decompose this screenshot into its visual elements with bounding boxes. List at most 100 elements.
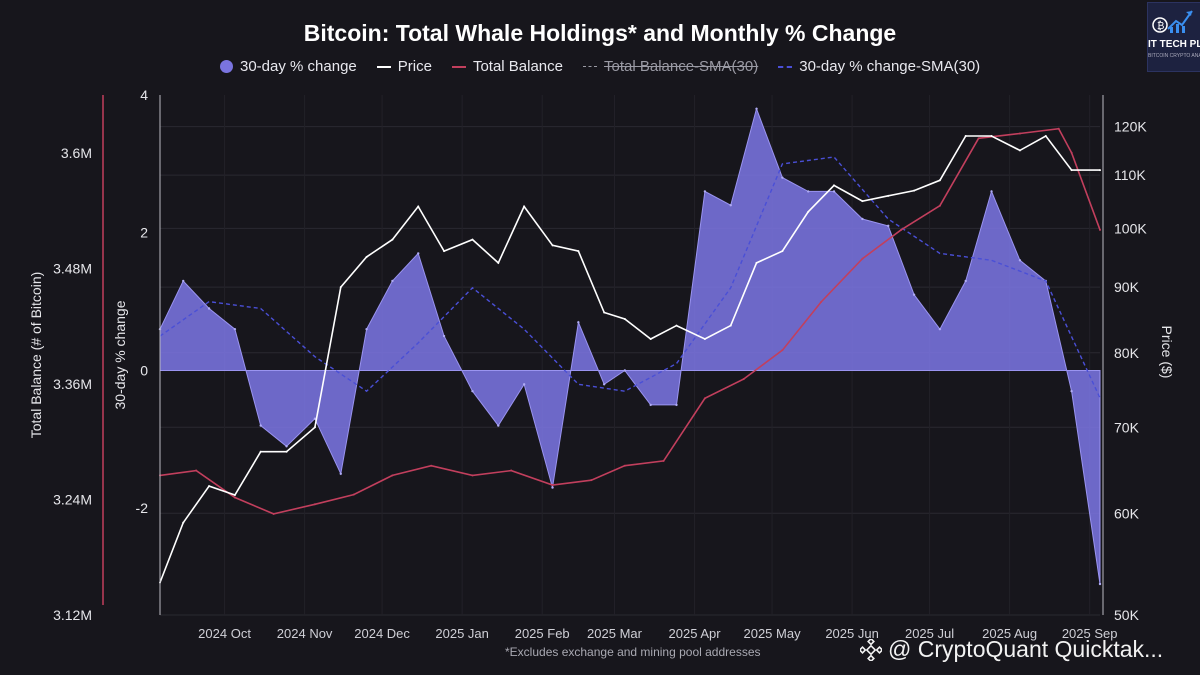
pct-tick-label: 2 (140, 225, 148, 241)
pct-change-point (391, 279, 394, 283)
legend-item-total-balance-sma[interactable]: Total Balance-SMA(30) (583, 58, 758, 75)
pct-change-point (912, 293, 916, 296)
binance-logo-icon (860, 638, 882, 661)
price-point (887, 194, 890, 197)
price-point (755, 261, 758, 264)
pct-change-point (729, 203, 732, 207)
price-axis-title: Price ($) (1159, 326, 1175, 379)
legend-item-price[interactable]: Price (376, 58, 432, 75)
bitcoin-chart-icon: ₿ (1152, 10, 1193, 33)
price-tick-label: 50K (1114, 607, 1140, 623)
legend-label: Total Balance-SMA(30) (604, 58, 759, 75)
price-point (233, 494, 236, 497)
price-point (523, 205, 526, 208)
price-point (182, 521, 185, 524)
price-tick-label: 120K (1114, 119, 1147, 135)
legend-item-total-balance[interactable]: Total Balance (451, 58, 563, 75)
legend-dashed-icon (778, 65, 793, 68)
legend-label: 30-day % change-SMA(30) (799, 58, 981, 75)
price-point (649, 338, 652, 341)
pct-change-point (207, 307, 211, 310)
price-tick-label: 100K (1114, 220, 1147, 236)
legend-item-pct-change-sma[interactable]: 30-day % change-SMA(30) (778, 58, 980, 75)
total-balance-point (623, 464, 626, 467)
source-credit[interactable]: @ CryptoQuant Quicktak... (860, 636, 1163, 663)
pct-tick-label: 4 (140, 87, 148, 103)
total-balance-point (510, 469, 513, 472)
price-tick-label: 70K (1114, 419, 1140, 435)
pct-tick-label: 0 (140, 362, 148, 378)
price-point (208, 485, 211, 488)
pct-change-point (182, 279, 185, 283)
svg-text:₿: ₿ (1157, 20, 1164, 32)
price-tick-label: 110K (1114, 167, 1146, 183)
price-point (913, 189, 916, 192)
total-balance-point (1018, 132, 1021, 135)
total-balance-point (233, 496, 236, 499)
pct-change-point (551, 486, 554, 489)
total-balance-point (430, 464, 433, 467)
pct-change-point (471, 389, 474, 393)
price-point (861, 200, 864, 203)
pct-change-point (365, 327, 368, 331)
pct-change-point (259, 424, 262, 427)
legend-dot-icon (220, 60, 233, 73)
price-point (365, 255, 368, 258)
x-tick-label: 2025 Jul (905, 626, 954, 641)
line-layer (159, 127, 1101, 584)
price-point (391, 238, 394, 241)
price-point (623, 317, 626, 320)
logo-subtext: BITCOIN CRYPTO ANALYSIS (1148, 53, 1200, 59)
pct-change-point (339, 472, 342, 476)
total-balance-point (551, 484, 554, 486)
footnote: *Excludes exchange and mining pool addre… (505, 645, 761, 659)
pct-axis-title: 30-day % change (112, 300, 128, 409)
price-point (313, 426, 316, 429)
chart-title: Bitcoin: Total Whale Holdings* and Month… (303, 20, 897, 46)
total-balance-point (900, 228, 903, 231)
price-point (807, 210, 810, 213)
legend-item-pct-change[interactable]: 30-day % change (220, 58, 357, 75)
x-tick-label: 2025 Apr (669, 626, 722, 641)
pct-change-point (703, 190, 707, 193)
pct-change-point (832, 190, 836, 193)
balance-tick-label: 3.36M (53, 376, 92, 392)
pct-change-point (313, 417, 317, 420)
x-tick-label: 2025 Aug (982, 626, 1037, 641)
x-tick-label: 2024 Nov (277, 626, 333, 641)
total-balance-point (820, 301, 823, 304)
pct-change-point (602, 383, 606, 386)
price-point (675, 324, 678, 327)
balance-tick-label: 3.6M (61, 145, 92, 161)
pct-change-point (522, 383, 526, 386)
x-tick-label: 2024 Dec (354, 626, 410, 641)
price-point (285, 450, 288, 453)
pct-change-point (1070, 389, 1073, 393)
total-balance-point (391, 474, 394, 477)
price-point (1018, 149, 1021, 152)
x-tick-label: 2025 Sep (1062, 626, 1118, 641)
price-point (1099, 169, 1101, 172)
balance-tick-label: 3.12M (53, 607, 92, 623)
price-point (443, 250, 446, 253)
total-balance-point (703, 397, 706, 400)
legend-label: Total Balance (472, 58, 563, 75)
price-point (471, 238, 474, 241)
total-balance-point (861, 257, 864, 260)
total-balance-point (662, 459, 665, 462)
price-point (703, 338, 706, 341)
price-point (577, 250, 580, 253)
pct-change-point (861, 217, 864, 221)
price-point (259, 450, 262, 453)
pct-change-point (990, 190, 993, 193)
balance-axis-title: Total Balance (# of Bitcoin) (28, 272, 44, 439)
pct-change-point (649, 403, 652, 407)
series-pct-change-area (159, 107, 1101, 585)
price-point (603, 311, 606, 314)
series-total-balance-line (159, 127, 1101, 515)
pct-change-point (442, 334, 446, 338)
logo-text: IT TECH PL (1148, 39, 1200, 50)
grid-layer (160, 95, 1100, 616)
price-point (497, 261, 500, 264)
